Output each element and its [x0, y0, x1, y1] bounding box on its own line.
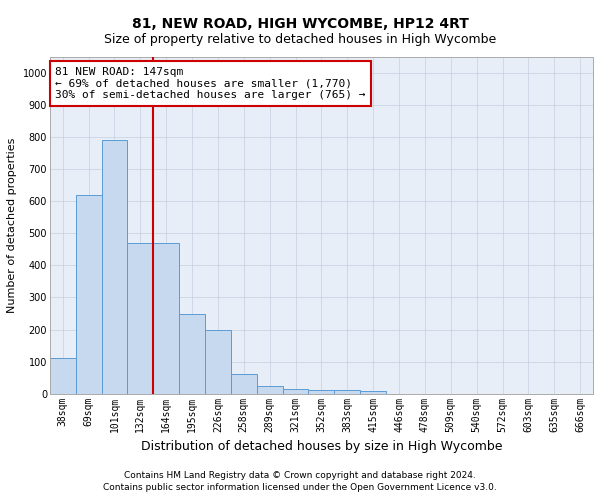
Text: Contains public sector information licensed under the Open Government Licence v3: Contains public sector information licen… [103, 484, 497, 492]
Text: 81 NEW ROAD: 147sqm
← 69% of detached houses are smaller (1,770)
30% of semi-det: 81 NEW ROAD: 147sqm ← 69% of detached ho… [55, 67, 366, 100]
X-axis label: Distribution of detached houses by size in High Wycombe: Distribution of detached houses by size … [140, 440, 502, 453]
Bar [334, 390, 360, 394]
Text: Contains HM Land Registry data © Crown copyright and database right 2024.: Contains HM Land Registry data © Crown c… [124, 471, 476, 480]
Bar [101, 140, 127, 394]
Bar [127, 243, 153, 394]
Text: Size of property relative to detached houses in High Wycombe: Size of property relative to detached ho… [104, 32, 496, 46]
Bar [50, 358, 76, 394]
Bar [283, 389, 308, 394]
Bar [360, 391, 386, 394]
Bar [231, 374, 257, 394]
Bar [76, 195, 101, 394]
Bar [257, 386, 283, 394]
Bar [153, 243, 179, 394]
Bar [179, 314, 205, 394]
Text: 81, NEW ROAD, HIGH WYCOMBE, HP12 4RT: 81, NEW ROAD, HIGH WYCOMBE, HP12 4RT [131, 18, 469, 32]
Bar [308, 390, 334, 394]
Bar [205, 330, 231, 394]
Y-axis label: Number of detached properties: Number of detached properties [7, 138, 17, 313]
